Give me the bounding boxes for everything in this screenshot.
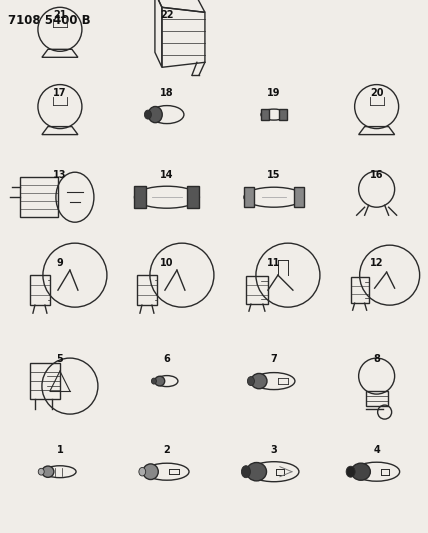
Bar [279, 109, 287, 120]
Bar [20, 177, 58, 217]
Ellipse shape [38, 469, 44, 475]
Ellipse shape [247, 377, 254, 385]
Bar [137, 275, 157, 305]
Text: 11: 11 [267, 258, 281, 268]
Text: 9: 9 [56, 258, 63, 268]
Text: 20: 20 [370, 87, 383, 98]
Text: 7108 5400 B: 7108 5400 B [8, 14, 91, 27]
Text: 18: 18 [160, 87, 174, 98]
Ellipse shape [144, 110, 152, 119]
Bar [134, 186, 146, 208]
Text: 7: 7 [270, 354, 277, 364]
Ellipse shape [42, 466, 54, 478]
Text: 12: 12 [370, 258, 383, 268]
Bar [30, 363, 60, 399]
Bar [187, 186, 199, 208]
Ellipse shape [346, 466, 355, 477]
Bar [294, 187, 304, 207]
Ellipse shape [241, 466, 250, 478]
Text: 8: 8 [373, 354, 380, 364]
Bar [261, 109, 269, 120]
Ellipse shape [251, 374, 267, 389]
Text: 17: 17 [53, 87, 67, 98]
Text: 5: 5 [56, 354, 63, 364]
Text: 3: 3 [270, 445, 277, 455]
Text: 13: 13 [53, 170, 67, 180]
Text: 10: 10 [160, 258, 174, 268]
Ellipse shape [247, 463, 267, 481]
Ellipse shape [139, 467, 146, 476]
Text: 6: 6 [163, 354, 170, 364]
Bar [351, 277, 369, 303]
Text: 4: 4 [373, 445, 380, 455]
Text: 14: 14 [160, 170, 174, 180]
Text: 15: 15 [267, 170, 281, 180]
Text: 22: 22 [160, 10, 174, 20]
Bar [30, 275, 50, 305]
Bar [366, 391, 388, 406]
Bar [244, 187, 254, 207]
Text: 16: 16 [370, 170, 383, 180]
Text: 19: 19 [267, 87, 281, 98]
Ellipse shape [148, 107, 162, 123]
Text: 1: 1 [56, 445, 63, 455]
Bar [246, 276, 268, 304]
Ellipse shape [152, 378, 156, 384]
Ellipse shape [155, 376, 165, 386]
Text: 2: 2 [163, 445, 170, 455]
Ellipse shape [351, 463, 370, 480]
Text: 21: 21 [53, 10, 67, 20]
Ellipse shape [143, 464, 158, 480]
